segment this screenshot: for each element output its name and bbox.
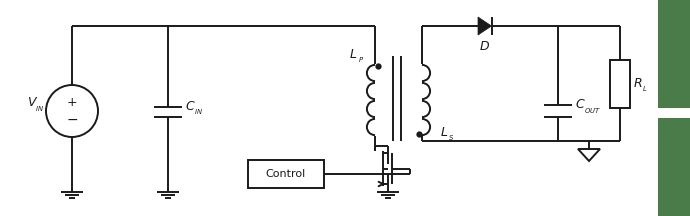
Polygon shape: [478, 17, 491, 35]
Text: $_S$: $_S$: [448, 133, 454, 143]
Text: $_{OUT}$: $_{OUT}$: [584, 106, 601, 116]
Text: +: +: [67, 95, 77, 108]
Text: $L$: $L$: [349, 48, 357, 60]
Text: Control: Control: [266, 169, 306, 179]
Text: −: −: [66, 113, 78, 127]
Text: $_L$: $_L$: [642, 84, 647, 95]
Bar: [658, 118, 690, 216]
Text: $C$: $C$: [185, 100, 196, 113]
Text: $D$: $D$: [480, 40, 491, 53]
Text: $L$: $L$: [440, 125, 449, 138]
Polygon shape: [578, 149, 600, 161]
Text: $V$: $V$: [27, 97, 38, 110]
Text: $_{IN}$: $_{IN}$: [35, 104, 44, 114]
Text: $C$: $C$: [575, 97, 586, 111]
Bar: [658, 0, 690, 108]
Text: $_P$: $_P$: [358, 55, 364, 65]
Bar: [610, 59, 630, 108]
Text: $_{IN}$: $_{IN}$: [194, 107, 203, 117]
Text: $R$: $R$: [633, 77, 642, 90]
Bar: [248, 160, 324, 188]
